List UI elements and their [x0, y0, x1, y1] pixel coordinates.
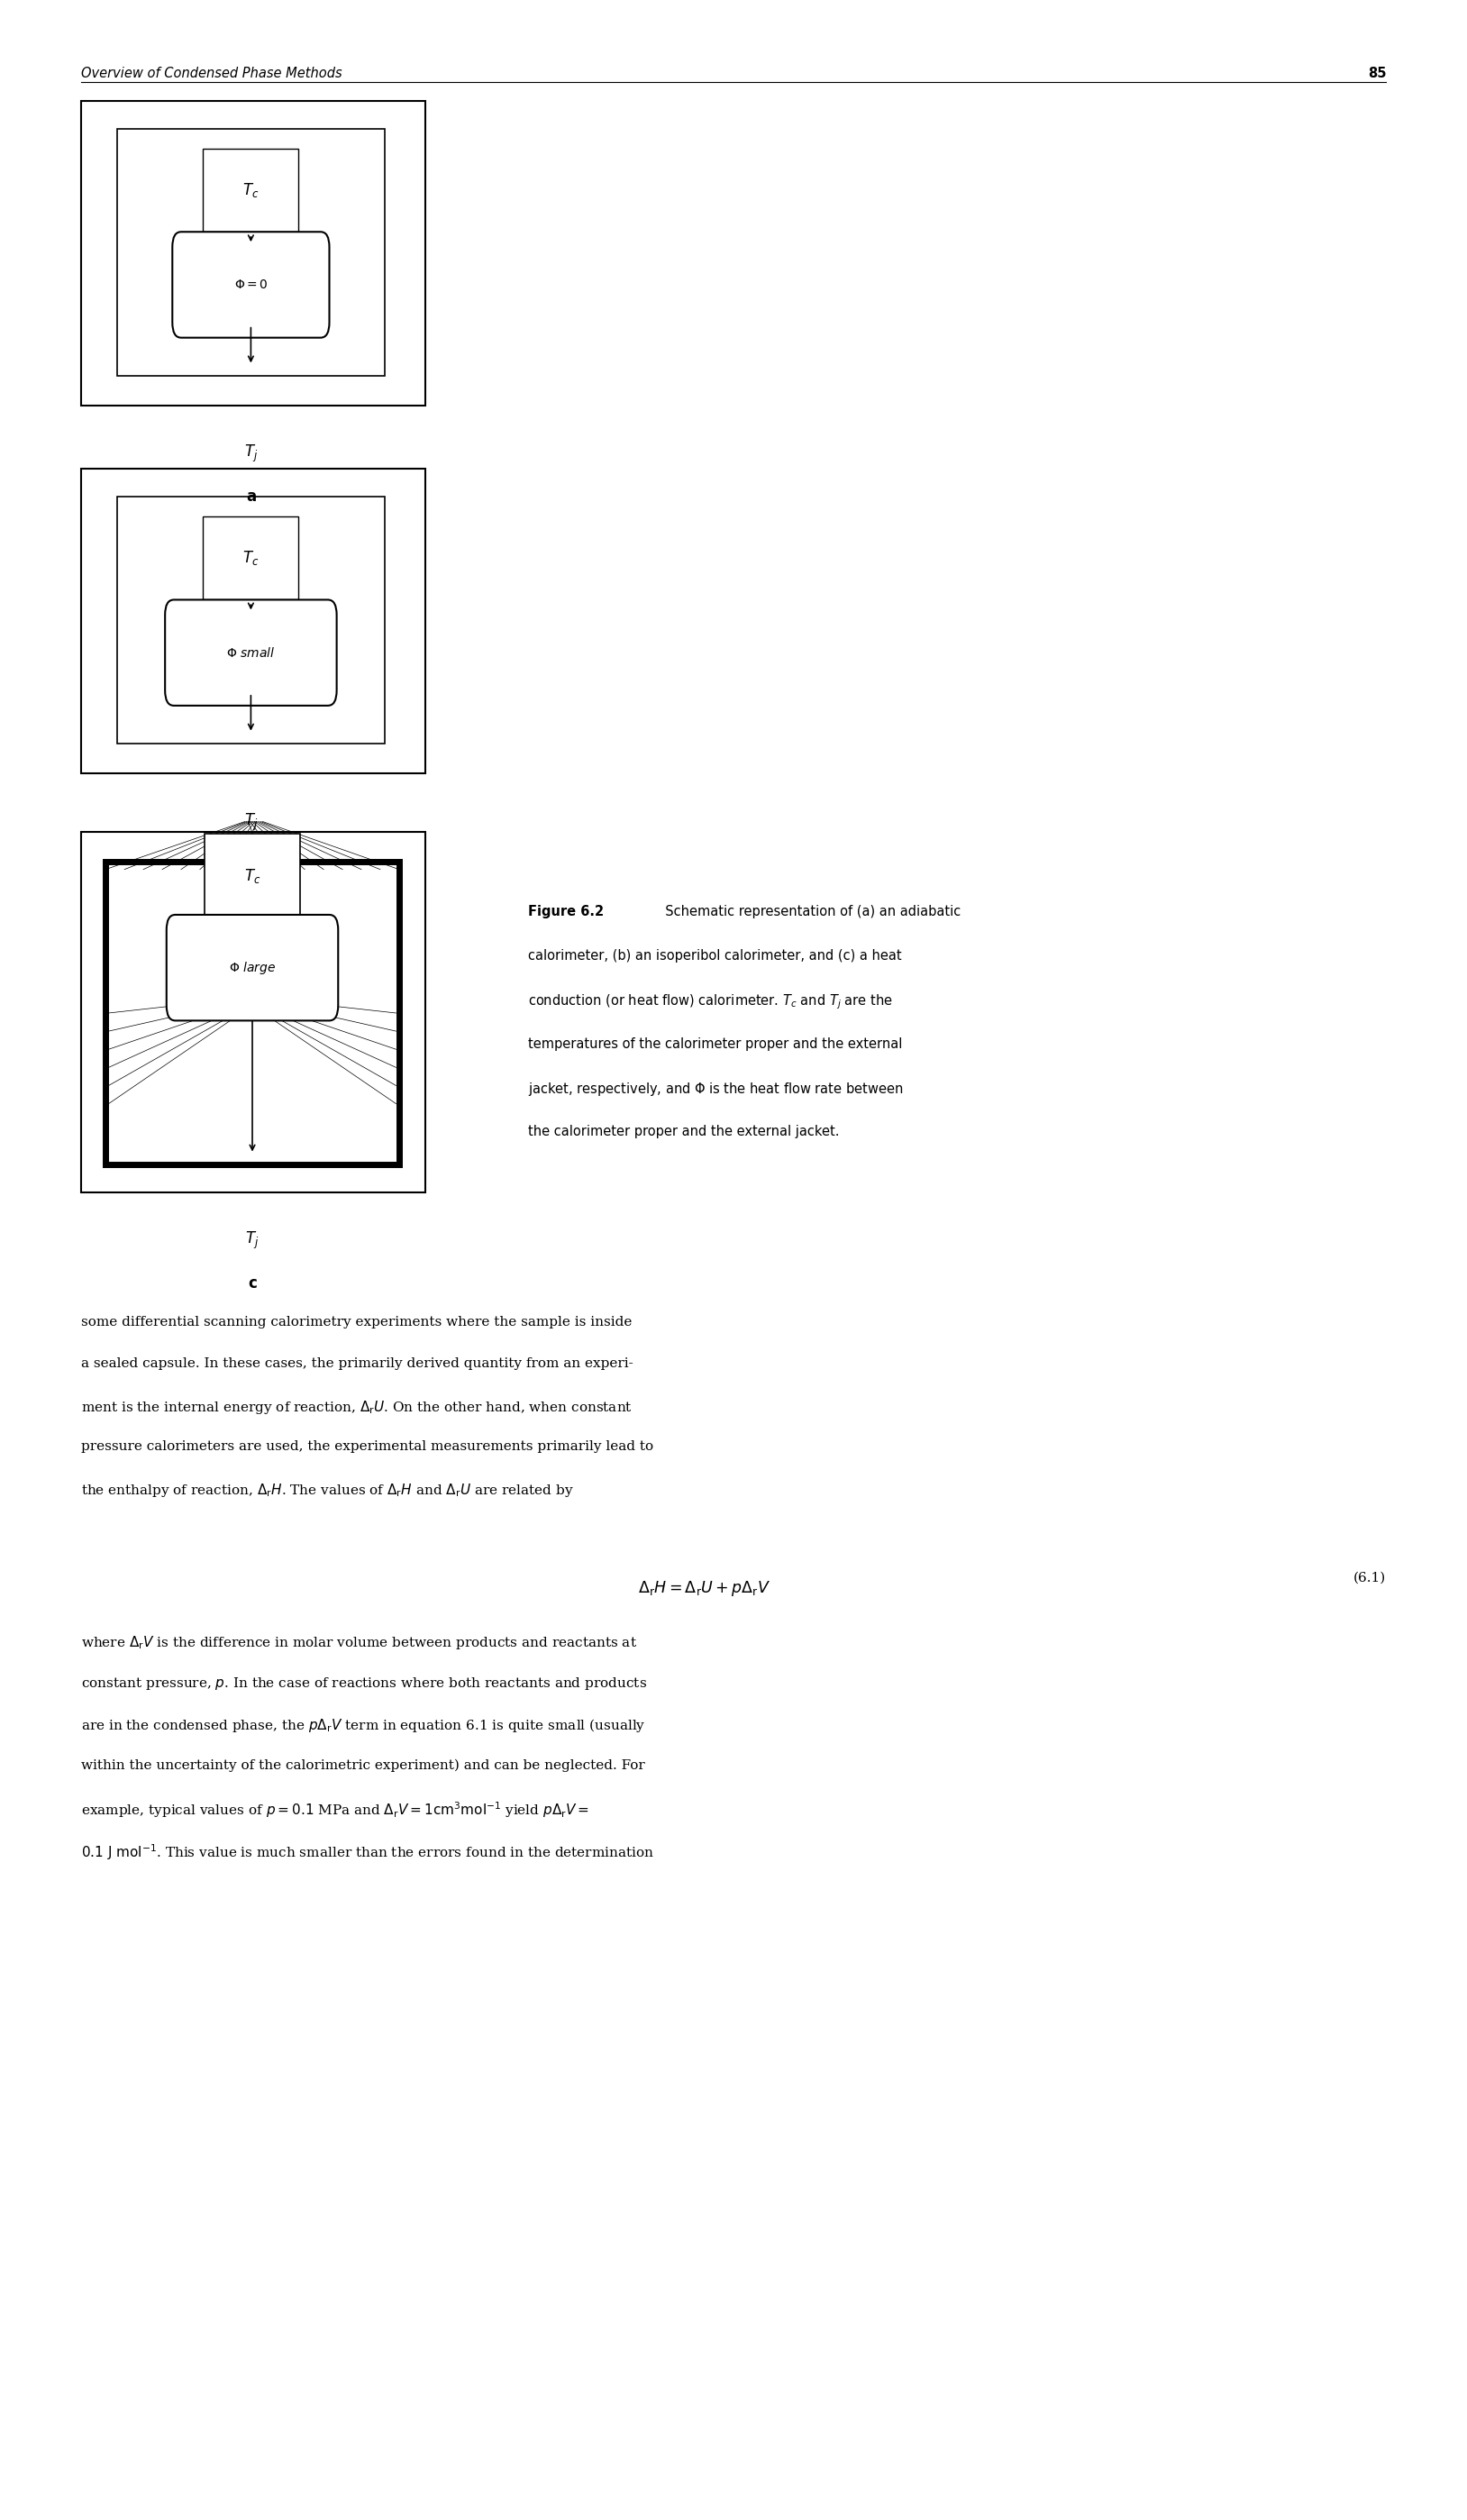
Text: $T_j$: $T_j$ [244, 444, 258, 464]
Bar [117, 129, 384, 375]
Text: calorimeter, (b) an isoperibol calorimeter, and (c) a heat: calorimeter, (b) an isoperibol calorimet… [528, 948, 902, 963]
Text: (6.1): (6.1) [1354, 1572, 1386, 1585]
Text: constant pressure, $p$. In the case of reactions where both reactants and produc: constant pressure, $p$. In the case of r… [81, 1676, 647, 1691]
Text: $\Delta_{\rm r}H = \Delta_{\rm r}U + p\Delta_{\rm r}V$: $\Delta_{\rm r}H = \Delta_{\rm r}U + p\D… [638, 1578, 770, 1598]
Text: conduction (or heat flow) calorimeter. $T_c$ and $T_j$ are the: conduction (or heat flow) calorimeter. $… [528, 993, 893, 1011]
Text: b: b [245, 857, 257, 872]
Text: are in the condensed phase, the $p\Delta_{\rm r}V$ term in equation 6.1 is quite: are in the condensed phase, the $p\Delta… [81, 1719, 645, 1734]
Text: some differential scanning calorimetry experiments where the sample is inside: some differential scanning calorimetry e… [81, 1315, 632, 1328]
Text: a: a [246, 489, 255, 504]
Text: c: c [248, 1275, 257, 1290]
Text: the enthalpy of reaction, $\Delta_{\rm r}H$. The values of $\Delta_{\rm r}H$ and: the enthalpy of reaction, $\Delta_{\rm r… [81, 1482, 574, 1499]
Bar [202, 517, 299, 600]
Text: $T_j$: $T_j$ [245, 1230, 260, 1250]
Text: where $\Delta_{\rm r}V$ is the difference in molar volume between products and r: where $\Delta_{\rm r}V$ is the differenc… [81, 1635, 637, 1651]
Text: $\Phi = 0$: $\Phi = 0$ [233, 277, 268, 292]
Text: $T_c$: $T_c$ [242, 549, 260, 567]
Text: jacket, respectively, and $\Phi$ is the heat flow rate between: jacket, respectively, and $\Phi$ is the … [528, 1081, 904, 1099]
Text: Overview of Condensed Phase Methods: Overview of Condensed Phase Methods [81, 66, 342, 81]
Bar [204, 834, 299, 917]
Text: ment is the internal energy of reaction, $\Delta_{\rm r}U$. On the other hand, w: ment is the internal energy of reaction,… [81, 1399, 632, 1416]
Text: $\Phi$ small: $\Phi$ small [226, 645, 276, 660]
Text: Figure 6.2: Figure 6.2 [528, 905, 604, 917]
Bar [117, 496, 384, 743]
Text: pressure calorimeters are used, the experimental measurements primarily lead to: pressure calorimeters are used, the expe… [81, 1441, 653, 1454]
Text: 85: 85 [1367, 66, 1386, 81]
Text: example, typical values of $p = 0.1$ MPa and $\Delta_{\rm r}V = 1{\rm cm}^3{\rm : example, typical values of $p = 0.1$ MPa… [81, 1802, 588, 1819]
Text: $\Phi$ large: $\Phi$ large [229, 960, 276, 975]
Bar [81, 832, 425, 1192]
Bar [202, 149, 299, 232]
Bar [81, 101, 425, 406]
Text: $0.1\ {\rm J\ mol}^{-1}$. This value is much smaller than the errors found in th: $0.1\ {\rm J\ mol}^{-1}$. This value is … [81, 1842, 654, 1862]
Text: $T_c$: $T_c$ [242, 181, 260, 199]
Text: the calorimeter proper and the external jacket.: the calorimeter proper and the external … [528, 1124, 839, 1139]
Text: $T_j$: $T_j$ [244, 811, 258, 832]
FancyBboxPatch shape [172, 232, 329, 338]
Text: $T_c$: $T_c$ [244, 867, 261, 885]
Text: within the uncertainty of the calorimetric experiment) and can be neglected. For: within the uncertainty of the calorimetr… [81, 1759, 644, 1772]
Bar [106, 862, 399, 1164]
FancyBboxPatch shape [164, 600, 336, 706]
Text: temperatures of the calorimeter proper and the external: temperatures of the calorimeter proper a… [528, 1038, 902, 1051]
Text: Schematic representation of (a) an adiabatic: Schematic representation of (a) an adiab… [657, 905, 961, 917]
Bar [81, 469, 425, 774]
Text: a sealed capsule. In these cases, the primarily derived quantity from an experi-: a sealed capsule. In these cases, the pr… [81, 1358, 632, 1371]
FancyBboxPatch shape [166, 915, 337, 1021]
